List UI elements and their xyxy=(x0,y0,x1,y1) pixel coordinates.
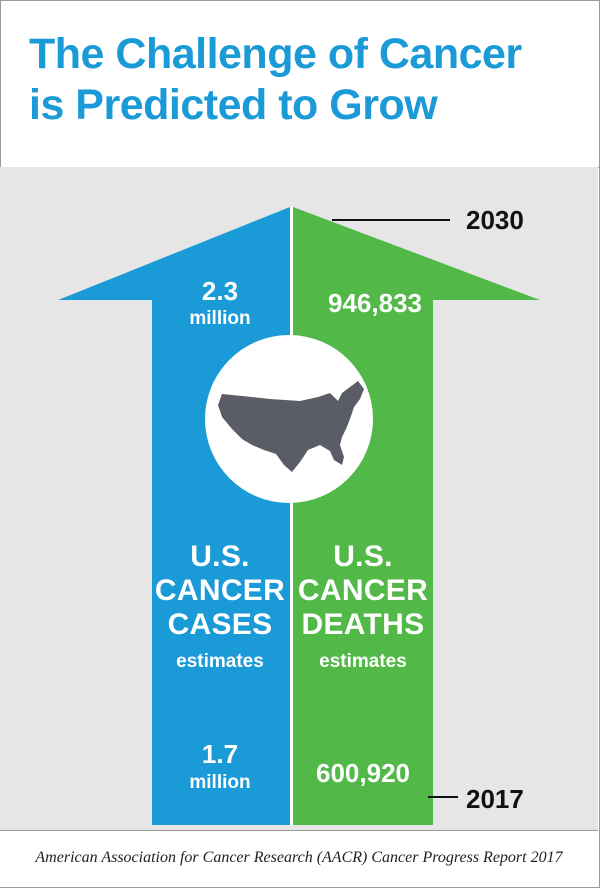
cases-estimates: estimates xyxy=(176,651,264,672)
cases-heading-cases: CASES xyxy=(167,608,273,641)
title-line-2: is Predicted to Grow xyxy=(29,81,438,129)
source-citation: American Association for Cancer Research… xyxy=(35,849,563,866)
deaths-heading-cancer: CANCER xyxy=(297,574,429,607)
header: The Challenge of Cancer is Predicted to … xyxy=(1,1,599,168)
arrow-graphic xyxy=(58,207,540,825)
cases-heading-us: U.S. xyxy=(190,540,250,573)
deaths-estimates: estimates xyxy=(319,651,407,672)
deaths-arrow xyxy=(293,207,540,825)
deaths-heading-us: U.S. xyxy=(333,540,393,573)
year-2017-label: 2017 xyxy=(466,784,524,814)
cases-2017-value: 1.7 xyxy=(201,739,239,769)
cases-2017-unit: million xyxy=(189,772,251,793)
arrow-panel: 2.3 million 946,833 U.S. CANCER CASES es… xyxy=(0,167,598,830)
deaths-heading-deaths: DEATHS xyxy=(301,608,425,641)
year-2030-label: 2030 xyxy=(466,205,524,235)
cases-2030-value: 2.3 xyxy=(201,276,239,306)
page-title: The Challenge of Cancer is Predicted to … xyxy=(29,29,522,131)
title-line-1: The Challenge of Cancer xyxy=(29,30,522,78)
us-map-icon xyxy=(218,381,364,472)
cases-heading-cancer: CANCER xyxy=(154,574,286,607)
deaths-2017-value: 600,920 xyxy=(316,758,410,788)
deaths-2030-value: 946,833 xyxy=(328,288,422,318)
footer: American Association for Cancer Research… xyxy=(0,830,598,887)
cases-2030-unit: million xyxy=(189,308,251,329)
